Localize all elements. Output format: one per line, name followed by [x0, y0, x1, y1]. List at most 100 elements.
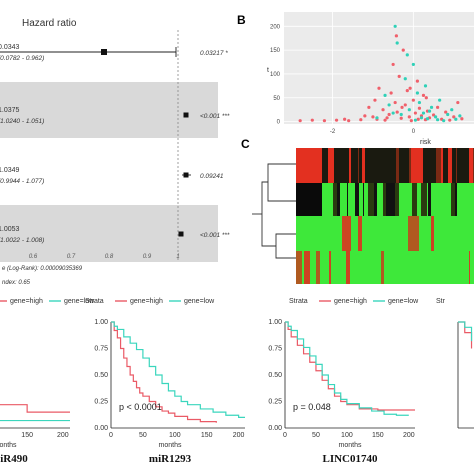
scatter-point-high: [391, 62, 395, 67]
scatter-point-high: [310, 118, 314, 122]
scatter-point-high: [334, 118, 339, 122]
heatmap-cell: [391, 183, 395, 216]
heatmap-cell: [442, 183, 444, 216]
heatmap-cell: [405, 251, 410, 284]
heatmap-cell: [387, 148, 393, 183]
heatmap-cell: [434, 148, 436, 183]
heatmap-cell: [381, 251, 384, 284]
scatter-point-high: [363, 114, 367, 118]
scatter-point-high: [394, 34, 398, 38]
km-y-tick: 0.25: [94, 399, 108, 406]
km-title: iR490: [0, 453, 28, 465]
scatter-point-high: [399, 116, 403, 120]
heatmap-cell: [432, 148, 434, 183]
km-xlabel: onths: [0, 442, 17, 449]
heatmap-cell: [435, 251, 437, 284]
scatter-point-high: [417, 106, 422, 110]
heatmap-cell: [416, 216, 419, 251]
forest-hr-value: 1.0053: [0, 226, 20, 233]
km-xlabel: months: [339, 442, 362, 449]
heatmap-cell: [469, 148, 473, 183]
km-legend-low: gene=low: [64, 298, 95, 305]
scatter-point-high: [400, 105, 404, 109]
heatmap-cell: [456, 148, 457, 183]
heatmap-cell: [421, 183, 427, 216]
heatmap-cell: [469, 183, 474, 216]
scatter-point-high: [416, 117, 420, 121]
forest-hr-value: 1.0349: [0, 167, 20, 174]
forest-p-value: <0.001 ***: [200, 232, 230, 239]
heatmap-cell: [379, 216, 380, 251]
heatmap-cell: [419, 216, 422, 251]
km-curve-low: [285, 321, 409, 416]
heatmap-cell: [322, 148, 326, 183]
km-x-tick: 100: [169, 432, 181, 439]
forest-ci-value: (1.0240 - 1.051): [0, 118, 44, 125]
heatmap-cell: [344, 148, 349, 183]
heatmap-cell: [349, 183, 351, 216]
heatmap-cell: [462, 251, 465, 284]
heatmap-cell: [335, 251, 340, 284]
heatmap-cell: [341, 251, 342, 284]
km-x-tick: 50: [312, 432, 320, 439]
heatmap-cell: [318, 216, 321, 251]
heatmap-cell: [300, 148, 303, 183]
heatmap-cell: [321, 216, 322, 251]
heatmap-cell: [471, 216, 474, 251]
scatter-point-high: [347, 119, 351, 123]
scatter-point-high: [367, 105, 371, 109]
scatter-y-tick: 100: [270, 72, 281, 78]
heatmap-cell: [304, 148, 308, 183]
heatmap-cell: [362, 148, 363, 183]
heatmap-cell: [305, 216, 306, 251]
km-y-tick: 0.00: [268, 425, 282, 432]
heatmap-cell: [411, 148, 417, 183]
heatmap-cell: [368, 148, 372, 183]
heatmap-cell: [369, 251, 372, 284]
heatmap-cell: [298, 183, 299, 216]
scatter-point-low: [393, 24, 397, 28]
scatter-x-tick: 0: [412, 129, 416, 135]
scatter-point-high: [389, 91, 393, 95]
heatmap-cell: [402, 183, 408, 216]
heatmap-cell: [444, 183, 450, 216]
scatter-point-low: [375, 116, 379, 120]
scatter-point-low: [419, 116, 424, 120]
heatmap-cell: [463, 216, 466, 251]
km-pvalue: p = 0.048: [293, 402, 331, 412]
heatmap-cell: [388, 251, 393, 284]
heatmap-cell: [352, 251, 353, 284]
heatmap-cell: [299, 148, 300, 183]
heatmap-cell: [408, 183, 412, 216]
heatmap-cell: [350, 251, 351, 284]
heatmap-cell: [415, 251, 418, 284]
heatmap-cell: [399, 183, 402, 216]
heatmap-cell: [428, 183, 431, 216]
heatmap-cell: [348, 216, 351, 251]
km-plot-linc01740: Strata gene=high gene=low 0.00 0.25 0.50 0.75 1…: [268, 298, 419, 465]
heatmap-dendrogram: [252, 163, 296, 259]
heatmap-cell: [348, 183, 349, 216]
forest-hr-marker: [101, 49, 107, 55]
heatmap-cell: [362, 216, 364, 251]
forest-title: Hazard ratio: [22, 18, 77, 29]
km-title: LINC01740: [322, 453, 378, 465]
heatmap-cell: [315, 216, 318, 251]
scatter-ylabel: t: [267, 67, 269, 74]
heatmap-cell: [428, 148, 432, 183]
km-curve-low: [0, 419, 70, 422]
heatmap-cell: [345, 183, 347, 216]
scatter-point-low: [454, 117, 458, 121]
heatmap-cell: [394, 216, 399, 251]
heatmap-cell: [462, 216, 463, 251]
scatter-point-low: [399, 112, 403, 117]
scatter-point-low: [458, 114, 462, 118]
scatter-y-tick: 0: [277, 120, 281, 126]
scatter-point-high: [415, 79, 420, 83]
heatmap-cell: [470, 216, 471, 251]
heatmap-cell: [326, 148, 328, 183]
heatmap-cell: [323, 183, 327, 216]
heatmap-cell: [303, 183, 309, 216]
scatter-point-high: [343, 117, 347, 121]
heatmap-cell: [395, 183, 399, 216]
